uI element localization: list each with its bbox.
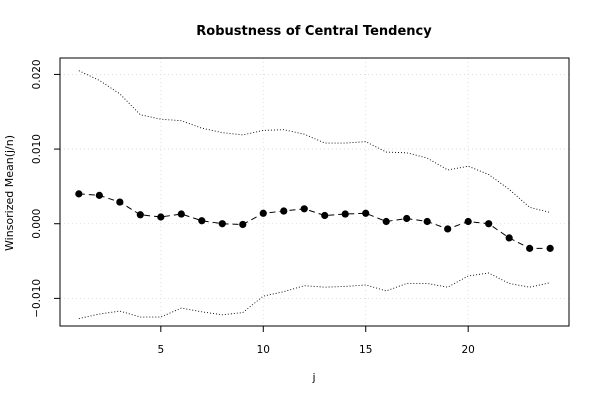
mean-point bbox=[218, 220, 226, 228]
grid bbox=[60, 58, 569, 326]
mean-point bbox=[157, 213, 165, 221]
mean-point bbox=[321, 211, 329, 220]
mean-point bbox=[464, 217, 472, 226]
mean-point bbox=[505, 234, 513, 242]
mean-point bbox=[177, 210, 185, 218]
y-tick-label: 0.020 bbox=[31, 59, 43, 89]
mean-point bbox=[485, 220, 493, 228]
lower-bound-line bbox=[78, 272, 551, 319]
y-tick-label: 0.000 bbox=[31, 209, 43, 239]
mean-series bbox=[75, 190, 554, 252]
mean-point bbox=[382, 217, 390, 226]
x-tick-label: 15 bbox=[359, 344, 372, 356]
confidence-bounds bbox=[78, 70, 551, 319]
mean-point bbox=[136, 211, 144, 219]
x-axis-label: j bbox=[311, 371, 315, 384]
mean-point bbox=[362, 209, 370, 217]
mean-line bbox=[78, 193, 551, 249]
mean-point bbox=[116, 198, 124, 206]
mean-point bbox=[423, 217, 431, 226]
x-axis: 5 10 15 20 bbox=[157, 326, 475, 356]
mean-point bbox=[75, 190, 83, 198]
y-tick-label: 0.010 bbox=[31, 134, 43, 164]
mean-point bbox=[280, 207, 288, 215]
y-axis: −0.010 0.000 0.010 0.020 bbox=[31, 59, 60, 318]
mean-point bbox=[444, 225, 452, 233]
y-tick-label: −0.010 bbox=[31, 279, 43, 318]
mean-point bbox=[341, 210, 349, 218]
mean-point bbox=[546, 244, 554, 252]
x-tick-label: 5 bbox=[157, 344, 164, 356]
y-axis-label: Winsorized Mean(j/n) bbox=[3, 135, 16, 251]
mean-point bbox=[198, 217, 206, 225]
mean-point bbox=[239, 220, 247, 229]
x-tick-label: 20 bbox=[461, 344, 474, 356]
chart-title: Robustness of Central Tendency bbox=[196, 24, 432, 39]
plot-frame bbox=[59, 57, 570, 327]
x-tick-label: 10 bbox=[257, 344, 270, 356]
mean-point bbox=[259, 209, 267, 217]
mean-point bbox=[403, 214, 411, 223]
mean-point bbox=[300, 205, 308, 213]
upper-bound-line bbox=[78, 70, 551, 213]
mean-point bbox=[526, 244, 534, 252]
mean-point bbox=[95, 191, 103, 199]
